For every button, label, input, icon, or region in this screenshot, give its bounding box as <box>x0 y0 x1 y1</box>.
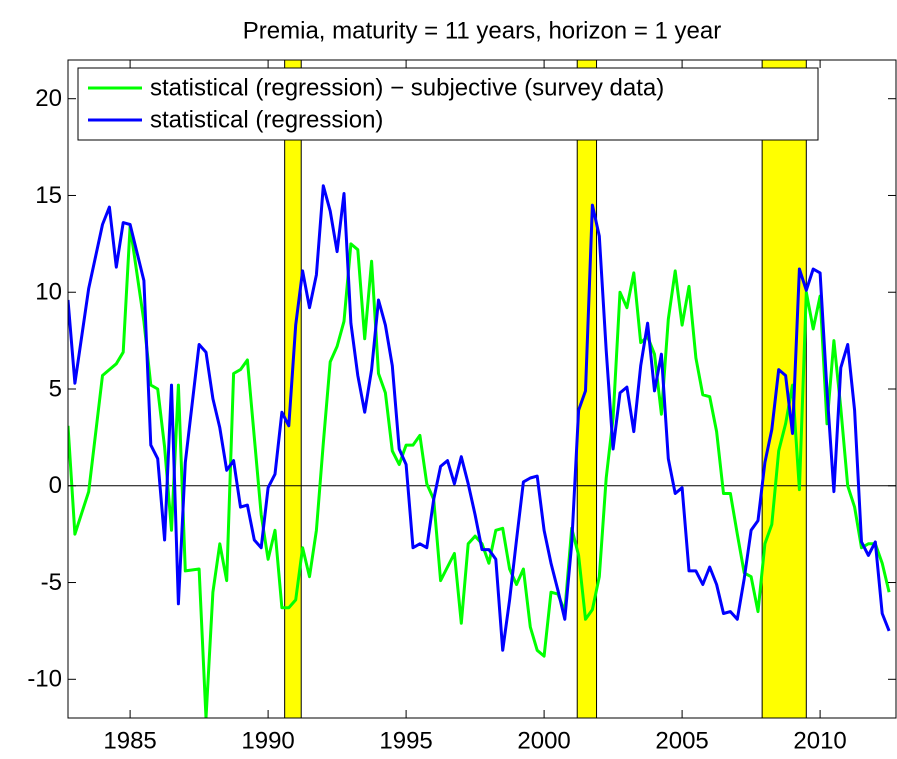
legend-label: statistical (regression) − subjective (s… <box>150 74 664 101</box>
y-tick-label: 20 <box>35 85 62 112</box>
chart-title: Premia, maturity = 11 years, horizon = 1… <box>243 17 721 44</box>
series-line <box>68 184 891 652</box>
legend-label: statistical (regression) <box>150 106 383 133</box>
y-tick-label: 5 <box>49 375 62 402</box>
series-line <box>68 224 891 718</box>
x-tick-label: 1985 <box>103 727 156 754</box>
shaded-region <box>761 59 807 719</box>
y-tick-label: 0 <box>49 472 62 499</box>
shaded-region <box>284 59 302 719</box>
x-tick-label: 2000 <box>517 727 570 754</box>
x-tick-label: 1995 <box>379 727 432 754</box>
y-tick-label: -5 <box>41 569 62 596</box>
x-tick-label: 2005 <box>655 727 708 754</box>
y-tick-label: -10 <box>27 666 62 693</box>
x-tick-label: 1990 <box>241 727 294 754</box>
legend-box <box>77 67 819 141</box>
y-tick-label: 10 <box>35 279 62 306</box>
x-tick-label: 2010 <box>793 727 846 754</box>
y-tick-label: 15 <box>35 182 62 209</box>
